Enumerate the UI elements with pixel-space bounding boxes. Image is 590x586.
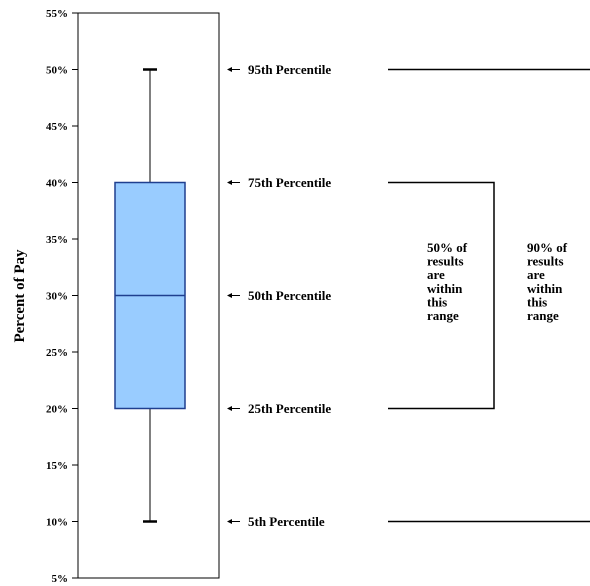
range-note: 90% of results are within this range xyxy=(527,240,568,323)
box-plot xyxy=(114,68,186,523)
y-tick-label: 40% xyxy=(46,178,68,190)
arrow-head xyxy=(227,67,232,72)
y-tick-label: 35% xyxy=(46,234,68,246)
arrow-head xyxy=(227,406,232,411)
range-note-line: within xyxy=(427,281,463,296)
y-tick-label: 45% xyxy=(46,121,68,133)
percentile-label: 75th Percentile xyxy=(248,175,331,190)
range-note-line: are xyxy=(427,267,445,282)
y-tick-label: 20% xyxy=(46,404,68,416)
range-note-line: 90% of xyxy=(527,240,568,255)
y-tick-label: 30% xyxy=(46,291,68,303)
percentile-labels: 95th Percentile 75th Percentile 50th Perce… xyxy=(227,62,331,529)
y-tick-label: 25% xyxy=(46,347,68,359)
range-note-line: 50% of xyxy=(427,240,468,255)
percentile-label: 95th Percentile xyxy=(248,62,331,77)
range-note-line: this xyxy=(527,294,547,309)
percentile-label: 50th Percentile xyxy=(248,288,331,303)
range-note-line: range xyxy=(527,308,559,323)
range-note: 50% of results are within this range xyxy=(427,240,468,323)
y-axis: 5% 10% 15% 20% 25% 30% 35% 40% 45% 50% 55% xyxy=(46,8,78,585)
range-note-line: are xyxy=(527,267,545,282)
y-tick-label: 10% xyxy=(46,517,68,529)
arrow-head xyxy=(227,293,232,298)
range-note-line: results xyxy=(527,254,564,269)
percentile-label: 25th Percentile xyxy=(248,401,331,416)
bracket-50 xyxy=(388,181,495,410)
arrow-head xyxy=(227,180,232,185)
y-axis-title: Percent of Pay xyxy=(12,249,28,343)
arrow-head xyxy=(227,519,232,524)
y-tick-label: 5% xyxy=(52,573,69,585)
y-tick-label: 50% xyxy=(46,65,68,77)
plot-frame xyxy=(77,12,220,579)
percentile-label: 5th Percentile xyxy=(248,514,325,529)
range-note-line: results xyxy=(427,254,464,269)
range-note-line: this xyxy=(427,294,447,309)
y-tick-label: 15% xyxy=(46,460,68,472)
range-note-line: within xyxy=(527,281,563,296)
range-brackets xyxy=(388,68,590,523)
range-note-line: range xyxy=(427,308,459,323)
y-tick-label: 55% xyxy=(46,8,68,20)
